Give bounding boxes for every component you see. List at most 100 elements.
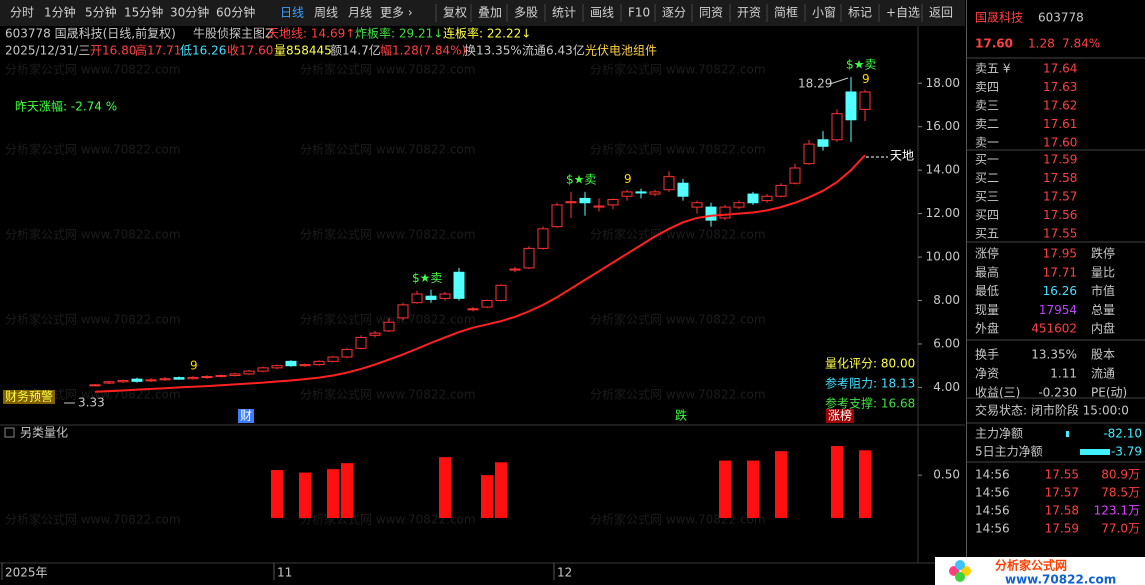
y-tick-label: 14.00: [926, 163, 960, 177]
period-tab[interactable]: 60分钟: [216, 5, 255, 20]
candle-body: [607, 199, 619, 206]
watermark: 分析家公式网 www.70822.com: [5, 227, 181, 242]
candle-body: [411, 293, 423, 304]
panel-icon: [4, 427, 15, 438]
book-price: 17.61: [1043, 117, 1077, 131]
nine-count: 9: [190, 359, 198, 373]
candle-body: [103, 381, 115, 384]
stat-label: 换手: [975, 348, 999, 362]
nine-count: 9: [862, 72, 870, 86]
candle-body: [397, 304, 409, 319]
y-tick-label: 0.50: [933, 468, 960, 482]
toolbar-button[interactable]: 画线: [590, 6, 614, 20]
quant-bar: [859, 450, 871, 518]
tiandi-line: [94, 154, 866, 393]
toolbar-button[interactable]: F10: [628, 6, 650, 20]
stat-value: 16.26: [1043, 284, 1077, 298]
period-tab[interactable]: 5分钟: [85, 5, 117, 20]
candle-body: [509, 268, 521, 271]
period-tab[interactable]: 1分钟: [44, 5, 76, 20]
stat-value: 13.35%: [1031, 348, 1077, 362]
info-text: 高17.71: [135, 43, 181, 58]
candle-body: [621, 191, 633, 197]
header-text: 牛股侦探主图Z: [193, 26, 273, 41]
y-tick-label: 18.00: [926, 76, 960, 90]
toolbar: [0, 0, 965, 26]
watermark: 分析家公式网 www.70822.com: [590, 227, 766, 242]
trade-volume: 77.0万: [1101, 522, 1140, 536]
book-price: 17.55: [1043, 227, 1077, 241]
period-tab[interactable]: 日线: [280, 6, 304, 20]
info-text: 幅1.28(7.84%): [380, 43, 466, 58]
period-tab[interactable]: 15分钟: [124, 5, 163, 20]
quant-bar: [481, 475, 493, 518]
event-bg: [826, 409, 854, 423]
x-tick-label: 12: [557, 566, 572, 580]
toolbar-button[interactable]: 简框: [774, 6, 798, 20]
logo-url: www.70822.com: [1005, 573, 1116, 585]
info-text: 收17.60: [227, 44, 273, 58]
toolbar-button[interactable]: 标记: [848, 6, 872, 20]
candle-body: [215, 374, 227, 378]
logo-petal: [955, 572, 965, 582]
toolbar-button[interactable]: 开资: [737, 6, 761, 20]
candle-body: [439, 293, 451, 299]
sell-signal: $★卖: [846, 57, 876, 71]
toolbar-button[interactable]: 返回: [929, 6, 953, 20]
info-text: 量858445: [274, 44, 332, 58]
watermark: 分析家公式网 www.70822.com: [590, 512, 766, 527]
stat-label: 外盘: [975, 321, 999, 336]
watermark: 分析家公式网 www.70822.com: [300, 387, 476, 402]
toolbar-button[interactable]: 复权: [443, 6, 467, 20]
support: 参考支撑: 16.68: [825, 396, 915, 411]
info-text: 换13.35%: [464, 44, 522, 58]
score: 量化评分: 80.00: [825, 357, 915, 371]
toolbar-button[interactable]: 统计: [552, 6, 576, 20]
book-label: 卖四: [975, 80, 999, 94]
toolbar-button[interactable]: 同资: [699, 6, 723, 20]
warning: 财务预警: [5, 389, 53, 404]
stat-label: 收益(三): [975, 386, 1020, 400]
sell-signal: $★卖: [412, 271, 442, 285]
toolbar-button[interactable]: 逐分: [662, 6, 686, 20]
book-price: 17.57: [1043, 190, 1077, 204]
period-tab[interactable]: 周线: [314, 6, 338, 20]
candle-body: [271, 365, 283, 369]
candle-body: [761, 195, 773, 202]
period-tab[interactable]: 30分钟: [170, 5, 209, 20]
watermark: 分析家公式网 www.70822.com: [5, 62, 181, 77]
period-tab[interactable]: 月线: [348, 6, 372, 20]
toolbar-button[interactable]: 多股: [514, 6, 538, 20]
candle-body: [131, 378, 143, 382]
toolbar-button[interactable]: +自选: [886, 6, 920, 20]
event-tag: 涨榜: [828, 408, 852, 423]
flow-value: -82.10: [1103, 427, 1142, 441]
period-tab[interactable]: 分时: [10, 6, 34, 20]
flow-bar: [1066, 431, 1069, 437]
period-tab[interactable]: 更多 ›: [380, 6, 413, 20]
book-price: 17.56: [1043, 208, 1077, 222]
quant-bar: [495, 462, 507, 518]
candle-body: [551, 204, 563, 228]
watermark: 分析家公式网 www.70822.com: [300, 312, 476, 327]
book-label: 买五: [975, 227, 999, 241]
candle-body: [425, 295, 437, 300]
panel-title: 另类量化: [20, 426, 68, 440]
book-price: 17.64: [1043, 62, 1077, 76]
toolbar-button[interactable]: 小窗: [812, 6, 836, 20]
tiandi-label: 天地: [890, 149, 914, 163]
candle-body: [341, 348, 353, 358]
stock-name: 国晟科技: [975, 11, 1023, 25]
candle-body: [747, 193, 759, 204]
y-tick-label: 12.00: [926, 206, 960, 220]
info-text: 额14.7亿: [330, 43, 381, 58]
stat-label: 涨停: [975, 246, 999, 261]
candle-body: [243, 370, 255, 375]
candle-body: [845, 91, 857, 121]
stat-value: 17.95: [1043, 247, 1077, 261]
candle-body: [831, 113, 843, 141]
watermark: 分析家公式网 www.70822.com: [590, 312, 766, 327]
toolbar-button[interactable]: 叠加: [478, 6, 502, 20]
candle-body: [537, 228, 549, 249]
candle-body: [145, 379, 157, 382]
